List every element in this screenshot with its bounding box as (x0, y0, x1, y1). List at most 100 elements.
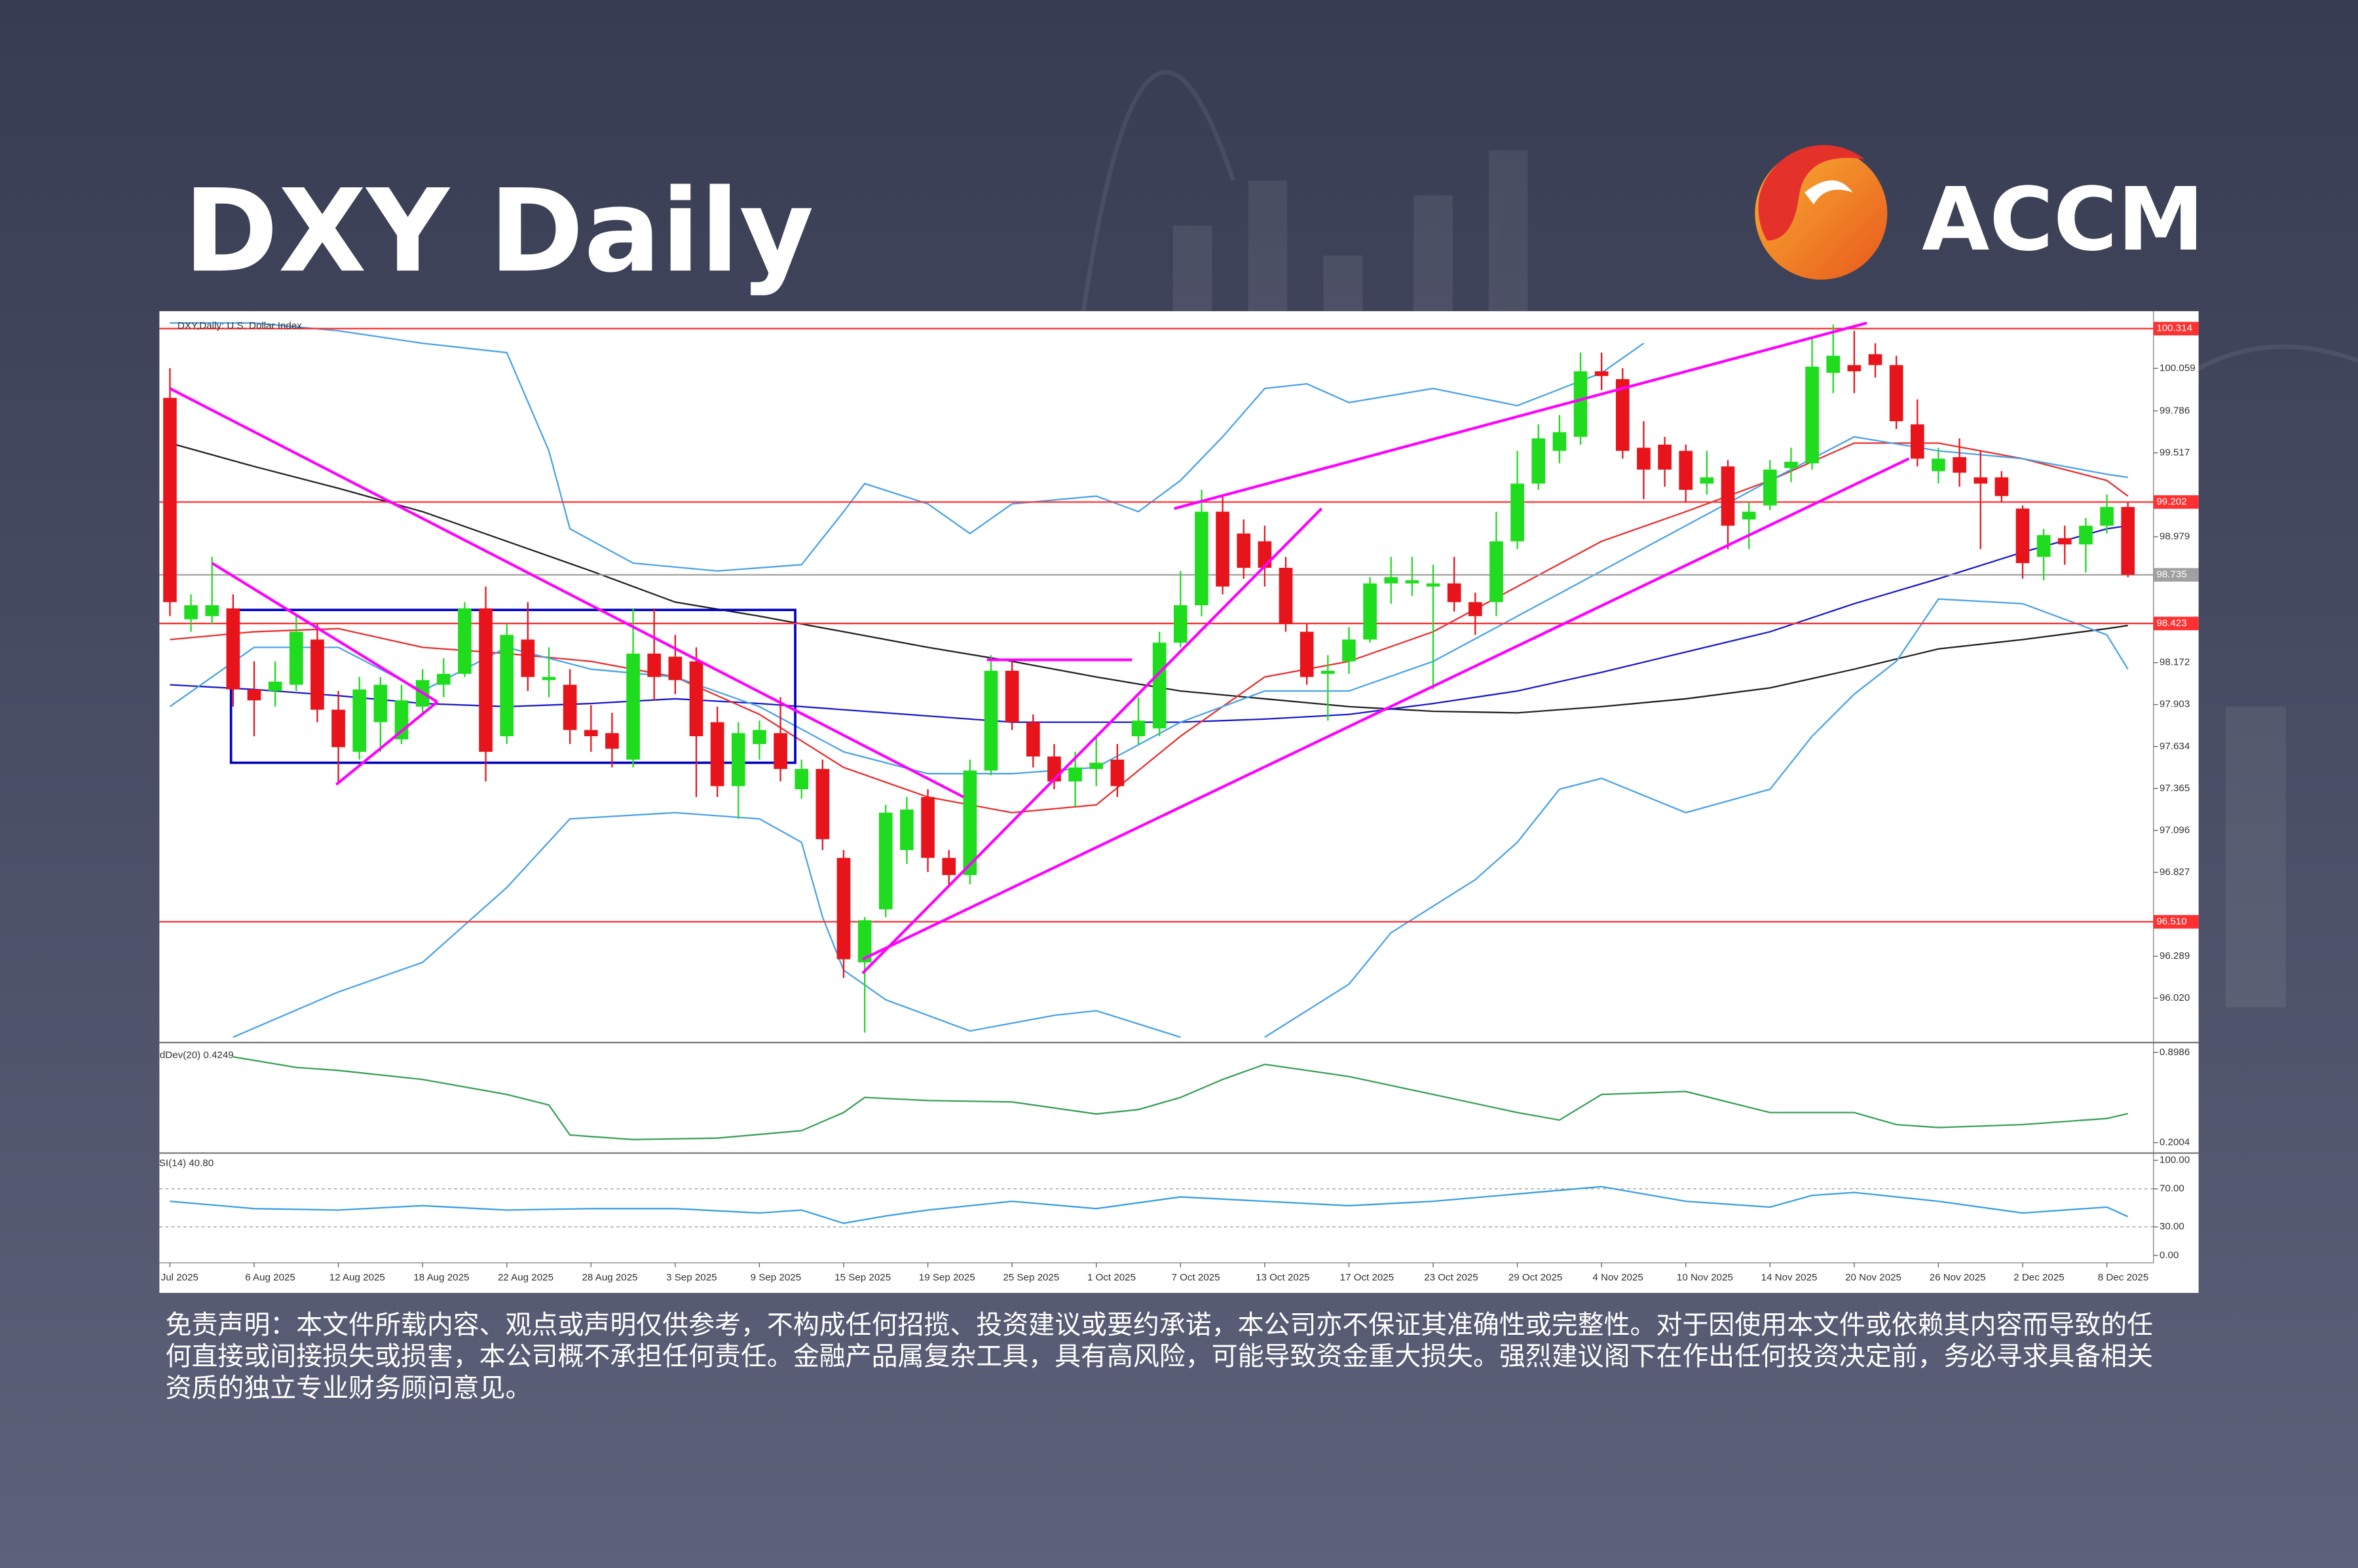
y-tick-label: 96.289 (2160, 950, 2190, 961)
candle-body (205, 605, 219, 616)
candle-body (1573, 371, 1588, 437)
candle-body (626, 653, 640, 760)
candle-body (1279, 567, 1293, 624)
indicator-line (170, 322, 1645, 572)
candle-body (836, 857, 851, 960)
current-price-box (2153, 568, 2199, 582)
x-tick-label: 18 Aug 2025 (413, 1272, 469, 1283)
x-tick-label: 8 Dec 2025 (2098, 1272, 2148, 1283)
candle-body (605, 733, 619, 749)
y-tick-label: 99.517 (2160, 447, 2190, 458)
candle-body (1489, 541, 1503, 603)
candle-body (731, 733, 745, 787)
candle-body (331, 709, 345, 747)
candle-body (1826, 356, 1841, 373)
candle-body (1468, 602, 1482, 616)
candle-body (1089, 762, 1104, 770)
y-tick-label: 97.365 (2160, 783, 2190, 794)
x-tick-label: 1 Oct 2025 (1087, 1272, 1136, 1283)
candle-body (1405, 580, 1419, 584)
candle-body (1026, 722, 1040, 757)
candle-body (1426, 583, 1440, 587)
candle-body (1384, 577, 1398, 584)
x-tick-label: 17 Oct 2025 (1340, 1272, 1394, 1283)
candle-body (352, 689, 367, 752)
y-tick-label: 0.8986 (2160, 1047, 2190, 1058)
x-tick-label: 4 Nov 2025 (1592, 1272, 1643, 1283)
candle-body (1658, 444, 1672, 470)
level-label-box (2153, 915, 2199, 929)
trendline (862, 457, 1910, 961)
candle-body (1679, 451, 1693, 490)
x-tick-label: Jul 2025 (161, 1272, 198, 1283)
candle-body (521, 639, 535, 677)
candle-body (1994, 477, 2009, 496)
level-label: 99.202 (2156, 496, 2186, 507)
axes: 100.059 99.786 99.517 98.979 98.172 97.903 97.… (161, 322, 2199, 1283)
x-tick-label: 12 Aug 2025 (329, 1272, 385, 1283)
indicator-line (233, 1056, 2128, 1141)
candle-body (1195, 512, 1208, 606)
rsi-title: RSI(14) 40.80 (152, 1158, 214, 1169)
candle-body (2121, 507, 2135, 575)
disclaimer: 免责声明：本文件所载内容、观点或声明仅供参考，不构成任何招揽、投资建议或要约承诺… (165, 1311, 2154, 1404)
x-tick-label: 28 Aug 2025 (582, 1272, 638, 1283)
candle-body (1594, 371, 1609, 377)
candle-body (1763, 469, 1777, 506)
candle-body (542, 677, 556, 681)
candle-body (2015, 508, 2030, 563)
x-tick-label: 19 Sep 2025 (919, 1272, 975, 1283)
chart-area (159, 311, 2199, 1293)
disclaimer-box: 免责声明：本文件所载内容、观点或声明仅供参考，不构成任何招揽、投资建议或要约承诺… (165, 1311, 2154, 1404)
logo (1755, 145, 1888, 280)
candle-body (2057, 538, 2072, 545)
candle-body (373, 684, 388, 722)
y-tick-label: 97.096 (2160, 825, 2190, 836)
x-tick-label: 29 Oct 2025 (1508, 1272, 1563, 1283)
logo-text: ACCM (1922, 169, 2204, 271)
candle-body (1510, 483, 1524, 542)
x-tick-label: 14 Nov 2025 (1761, 1272, 1818, 1283)
candle-body (268, 681, 282, 692)
x-tick-label: 6 Aug 2025 (245, 1272, 295, 1283)
y-tick-label: 96.827 (2160, 867, 2190, 878)
candle-body (1216, 512, 1229, 587)
y-tick-label: 100.00 (2160, 1155, 2190, 1166)
level-label: 98.423 (2156, 618, 2186, 629)
candle-body (963, 770, 977, 875)
x-tick-label: 9 Sep 2025 (751, 1272, 801, 1283)
candle-body (163, 398, 177, 603)
candle-body (1363, 583, 1377, 640)
trendline (169, 387, 965, 798)
candle-body (1342, 639, 1356, 662)
stddev-panel (233, 1056, 2128, 1141)
candle-body (1910, 424, 1924, 459)
candle-body (1258, 541, 1272, 568)
candle-body (2079, 525, 2093, 545)
candle-body (1615, 379, 1630, 451)
candle-body (1320, 671, 1335, 674)
y-tick-label: 70.00 (2160, 1183, 2184, 1194)
trendline (211, 562, 438, 703)
x-tick-label: 3 Sep 2025 (666, 1272, 717, 1283)
candle-body (1173, 605, 1188, 643)
candle-body (878, 812, 893, 910)
y-tick-label: 30.00 (2160, 1221, 2184, 1232)
x-tick-label: 15 Sep 2025 (834, 1272, 891, 1283)
candle-body (1131, 720, 1146, 737)
level-label-box (2153, 322, 2199, 336)
candle-body (2036, 534, 2051, 557)
x-tick-label: 20 Nov 2025 (1845, 1272, 1901, 1283)
candle-body (1152, 643, 1167, 729)
trendline (861, 508, 1323, 975)
candle-body (1805, 366, 1819, 464)
candle-body (479, 608, 493, 752)
candle-body (289, 631, 303, 685)
current-price-label: 98.735 (2156, 569, 2186, 580)
candle-body (1742, 512, 1756, 520)
main-panel (159, 322, 2154, 1038)
x-tick-label: 23 Oct 2025 (1424, 1272, 1478, 1283)
candle-body (942, 857, 956, 875)
candle-body (1447, 583, 1461, 603)
